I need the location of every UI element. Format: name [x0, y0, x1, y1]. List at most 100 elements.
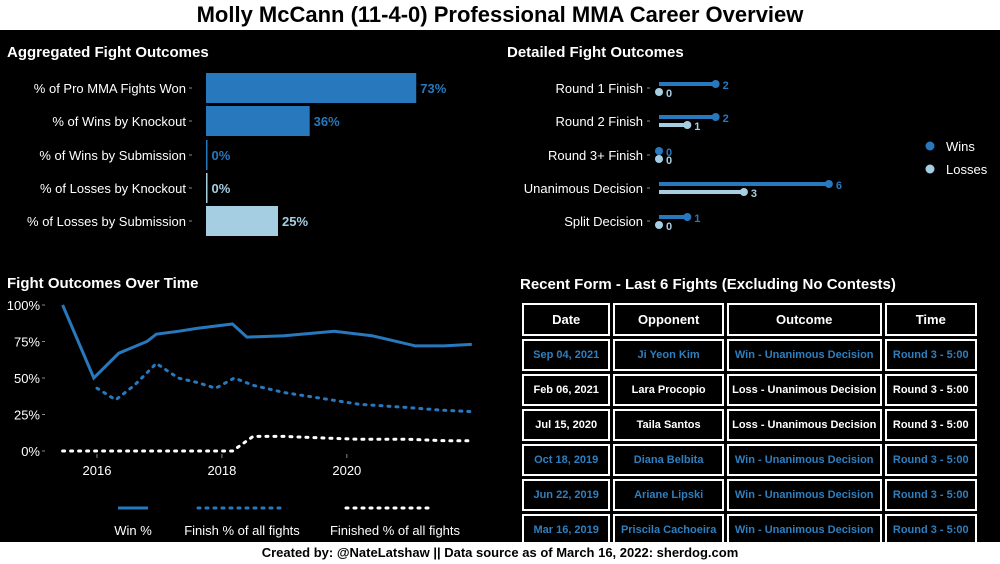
page-title: Molly McCann (11-4-0) Professional MMA C…: [196, 2, 804, 27]
detailed-lollipop-point: [655, 147, 663, 155]
table-cell-date: Oct 18, 2019: [522, 444, 611, 476]
legend-series-1-label: Win %: [114, 523, 152, 538]
x-tick-label: 2018: [207, 463, 236, 478]
table-row: Sep 04, 2021 Ji Yeon Kim Win - Unanimous D…: [522, 339, 977, 371]
over-time-chart: 0% 25% 50% 75% 100% 2016 2018 2020: [7, 298, 474, 478]
table-cell-time: Round 3 - 5:00: [884, 374, 977, 406]
detailed-lollipop-point: [739, 188, 748, 196]
header-time: Time: [884, 303, 977, 336]
detailed-lollipop-point: [683, 121, 692, 129]
aggregated-category-label: % of Wins by Submission: [39, 148, 186, 163]
legend-wins-label: Wins: [946, 139, 975, 154]
table-row: Feb 06, 2021 Lara Procopio Loss - Unanimou…: [522, 374, 977, 406]
y-tick-label: 50%: [14, 371, 40, 386]
table-cell-time: Round 3 - 5:00: [884, 514, 977, 546]
detailed-legend: Wins Losses: [925, 139, 988, 177]
series-line-3: [61, 434, 474, 453]
detailed-value-label: 0: [666, 221, 672, 233]
table-cell-outcome: Win - Unanimous Decision: [726, 514, 882, 546]
series-line-1: [61, 304, 472, 381]
y-tick-label: 0%: [21, 444, 40, 459]
table-cell-outcome: Win - Unanimous Decision: [726, 339, 882, 371]
table-cell-time: Round 3 - 5:00: [884, 444, 977, 476]
table-header-row: Date Opponent Outcome Time: [522, 303, 977, 336]
over-time-legend: Win % Finish % of all fights Finished % of…: [114, 506, 461, 538]
aggregated-bar: [206, 106, 310, 136]
legend-wins-icon: [925, 141, 935, 151]
detailed-category-label: Unanimous Decision: [524, 181, 643, 196]
detailed-value-label: 6: [836, 180, 842, 192]
detailed-value-label: 0: [666, 147, 672, 159]
table-cell-date: Mar 16, 2019: [522, 514, 611, 546]
series-line-2: [95, 361, 474, 414]
aggregated-bar: [206, 73, 417, 103]
detailed-category-label: Round 2 Finish: [556, 114, 643, 129]
aggregated-value-label: 36%: [314, 114, 340, 129]
legend-losses-label: Losses: [946, 162, 988, 177]
detailed-value-label: 3: [751, 188, 757, 200]
detailed-lollipop-point: [655, 155, 663, 163]
aggregated-category-label: % of Losses by Submission: [27, 214, 186, 229]
aggregated-value-label: 0%: [212, 148, 231, 163]
detailed-value-label: 2: [723, 80, 729, 92]
recent-form-table: Date Opponent Outcome Time Sep 04, 2021 J…: [519, 300, 980, 549]
aggregated-bar: [206, 173, 208, 203]
table-row: Oct 18, 2019 Diana Belbita Win - Unanimous…: [522, 444, 977, 476]
aggregated-category-label: % of Losses by Knockout: [40, 181, 186, 196]
x-tick-label: 2020: [332, 463, 361, 478]
detailed-category-label: Round 1 Finish: [556, 81, 643, 96]
y-tick-label: 75%: [14, 335, 40, 350]
table-row: Mar 16, 2019 Priscila Cachoeira Win - Unan…: [522, 514, 977, 546]
table-cell-opponent: Taila Santos: [613, 409, 724, 441]
aggregated-value-label: 73%: [420, 81, 446, 96]
aggregated-bar: [206, 206, 278, 236]
table-cell-opponent: Ji Yeon Kim: [613, 339, 724, 371]
detailed-category-label: Round 3+ Finish: [548, 148, 643, 163]
table-row: Jun 22, 2019 Ariane Lipski Win - Unanimous…: [522, 479, 977, 511]
aggregated-category-label: % of Pro MMA Fights Won: [34, 81, 186, 96]
footer-credits: Created by: @NateLatshaw || Data source …: [261, 545, 739, 560]
detailed-value-label: 1: [694, 213, 700, 225]
detailed-value-label: 0: [666, 155, 672, 167]
detailed-value-label: 1: [694, 121, 700, 133]
aggregated-value-label: 25%: [282, 214, 308, 229]
table-cell-opponent: Lara Procopio: [613, 374, 724, 406]
table-cell-date: Jun 22, 2019: [522, 479, 611, 511]
aggregated-bar: [206, 140, 208, 170]
table-cell-date: Jul 15, 2020: [522, 409, 611, 441]
detailed-category-label: Split Decision: [564, 214, 643, 229]
table-cell-time: Round 3 - 5:00: [884, 409, 977, 441]
over-time-title: Fight Outcomes Over Time: [7, 275, 198, 292]
aggregated-category-label: % of Wins by Knockout: [52, 114, 186, 129]
detailed-lollipop-point: [711, 113, 720, 121]
x-tick-label: 2016: [83, 463, 112, 478]
table-cell-date: Feb 06, 2021: [522, 374, 611, 406]
detailed-lollipop-point: [655, 88, 663, 96]
header-opponent: Opponent: [613, 303, 724, 336]
table-cell-time: Round 3 - 5:00: [884, 339, 977, 371]
header-outcome: Outcome: [726, 303, 882, 336]
y-tick-label: 100%: [7, 298, 41, 313]
detailed-lollipop-point: [655, 221, 663, 229]
legend-losses-icon: [925, 164, 935, 174]
header-date: Date: [522, 303, 611, 336]
legend-series-3-label: Finished % of all fights: [330, 523, 461, 538]
legend-series-2-label: Finish % of all fights: [184, 523, 300, 538]
table-cell-time: Round 3 - 5:00: [884, 479, 977, 511]
detailed-lollipop-point: [824, 180, 833, 188]
detailed-value-label: 2: [723, 113, 729, 125]
dashboard-panel: Aggregated Fight Outcomes % of Pro MMA F…: [0, 30, 1000, 546]
charts-canvas: Aggregated Fight Outcomes % of Pro MMA F…: [7, 44, 988, 538]
detailed-lollipop-point: [711, 80, 720, 88]
table-cell-opponent: Ariane Lipski: [613, 479, 724, 511]
detailed-lollipop-point: [683, 213, 692, 221]
recent-form-table-wrap: Date Opponent Outcome Time Sep 04, 2021 J…: [519, 300, 980, 546]
y-tick-label: 25%: [14, 408, 40, 423]
detailed-chart: Round 1 Finish 2 0 Round 2 Finish 2 1 Round 3+…: [524, 80, 842, 233]
detailed-title: Detailed Fight Outcomes: [507, 44, 684, 61]
recent-form-title: Recent Form - Last 6 Fights (Excluding N…: [520, 276, 896, 293]
aggregated-chart: % of Pro MMA Fights Won 73% % of Wins by K…: [27, 73, 447, 236]
table-cell-opponent: Diana Belbita: [613, 444, 724, 476]
table-cell-opponent: Priscila Cachoeira: [613, 514, 724, 546]
table-cell-outcome: Win - Unanimous Decision: [726, 479, 882, 511]
